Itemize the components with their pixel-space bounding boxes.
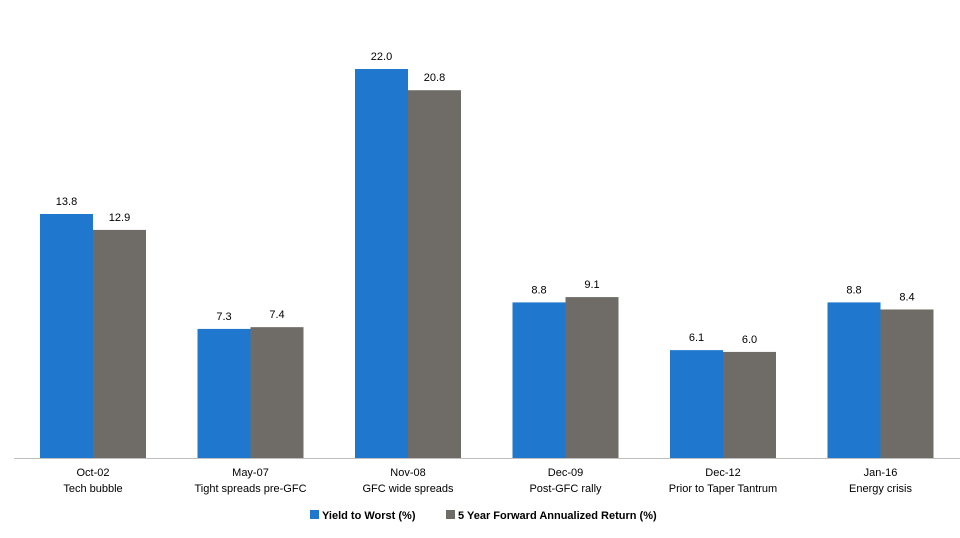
category-event-label-2: GFC wide spreads	[362, 483, 454, 495]
category-event-label-5: Energy crisis	[849, 483, 912, 495]
category-date-label-0: Oct-02	[76, 467, 109, 479]
value-label-forward-return-2: 20.8	[424, 72, 445, 84]
bar-yield-to-worst-2	[355, 69, 408, 458]
value-label-yield-to-worst-5: 8.8	[846, 284, 861, 296]
category-date-label-2: Nov-08	[390, 467, 425, 479]
category-date-label-1: May-07	[232, 467, 269, 479]
value-label-forward-return-5: 8.4	[899, 291, 914, 303]
category-date-label-5: Jan-16	[864, 467, 898, 479]
value-label-forward-return-3: 9.1	[584, 279, 599, 291]
value-label-forward-return-1: 7.4	[269, 309, 284, 321]
category-labels-group: Oct-02 Tech bubble May-07 Tight spreads pre…	[63, 467, 912, 495]
bar-forward-return-4	[723, 351, 776, 458]
bar-yield-to-worst-4	[670, 350, 723, 458]
value-label-yield-to-worst-3: 8.8	[531, 284, 546, 296]
bar-forward-return-5	[880, 309, 934, 458]
bar-yield-to-worst-0	[40, 213, 93, 458]
value-label-forward-return-0: 12.9	[109, 212, 130, 224]
category-event-label-4: Prior to Taper Tantrum	[669, 483, 777, 495]
bar-yield-to-worst-3	[512, 302, 566, 458]
bar-forward-return-1	[250, 327, 304, 458]
value-label-yield-to-worst-1: 7.3	[216, 311, 231, 323]
legend-swatch-forward-return	[446, 510, 455, 519]
bar-forward-return-2	[408, 90, 461, 458]
bar-yield-to-worst-1	[197, 328, 251, 458]
bar-forward-return-3	[565, 297, 619, 458]
bars-group	[40, 69, 934, 458]
value-labels-group: 13.8 12.9 7.3 7.4 22.0 20.8 8.8 9.1 6.1 6.0 8.8 8.4	[56, 51, 915, 346]
legend: Yield to Worst (%) 5 Year Forward Annuali…	[310, 510, 657, 522]
value-label-yield-to-worst-0: 13.8	[56, 196, 77, 208]
category-date-label-4: Dec-12	[705, 467, 740, 479]
legend-label-yield-to-worst: Yield to Worst (%)	[322, 510, 416, 522]
legend-label-forward-return: 5 Year Forward Annualized Return (%)	[458, 510, 657, 522]
category-event-label-1: Tight spreads pre-GFC	[194, 483, 306, 495]
bar-forward-return-0	[93, 229, 146, 458]
category-date-label-3: Dec-09	[548, 467, 583, 479]
legend-swatch-yield-to-worst	[310, 510, 319, 519]
value-label-forward-return-4: 6.0	[742, 334, 757, 346]
category-event-label-3: Post-GFC rally	[529, 483, 602, 495]
value-label-yield-to-worst-4: 6.1	[689, 332, 704, 344]
bar-yield-to-worst-5	[827, 302, 881, 458]
category-event-label-0: Tech bubble	[63, 483, 122, 495]
value-label-yield-to-worst-2: 22.0	[371, 51, 392, 63]
